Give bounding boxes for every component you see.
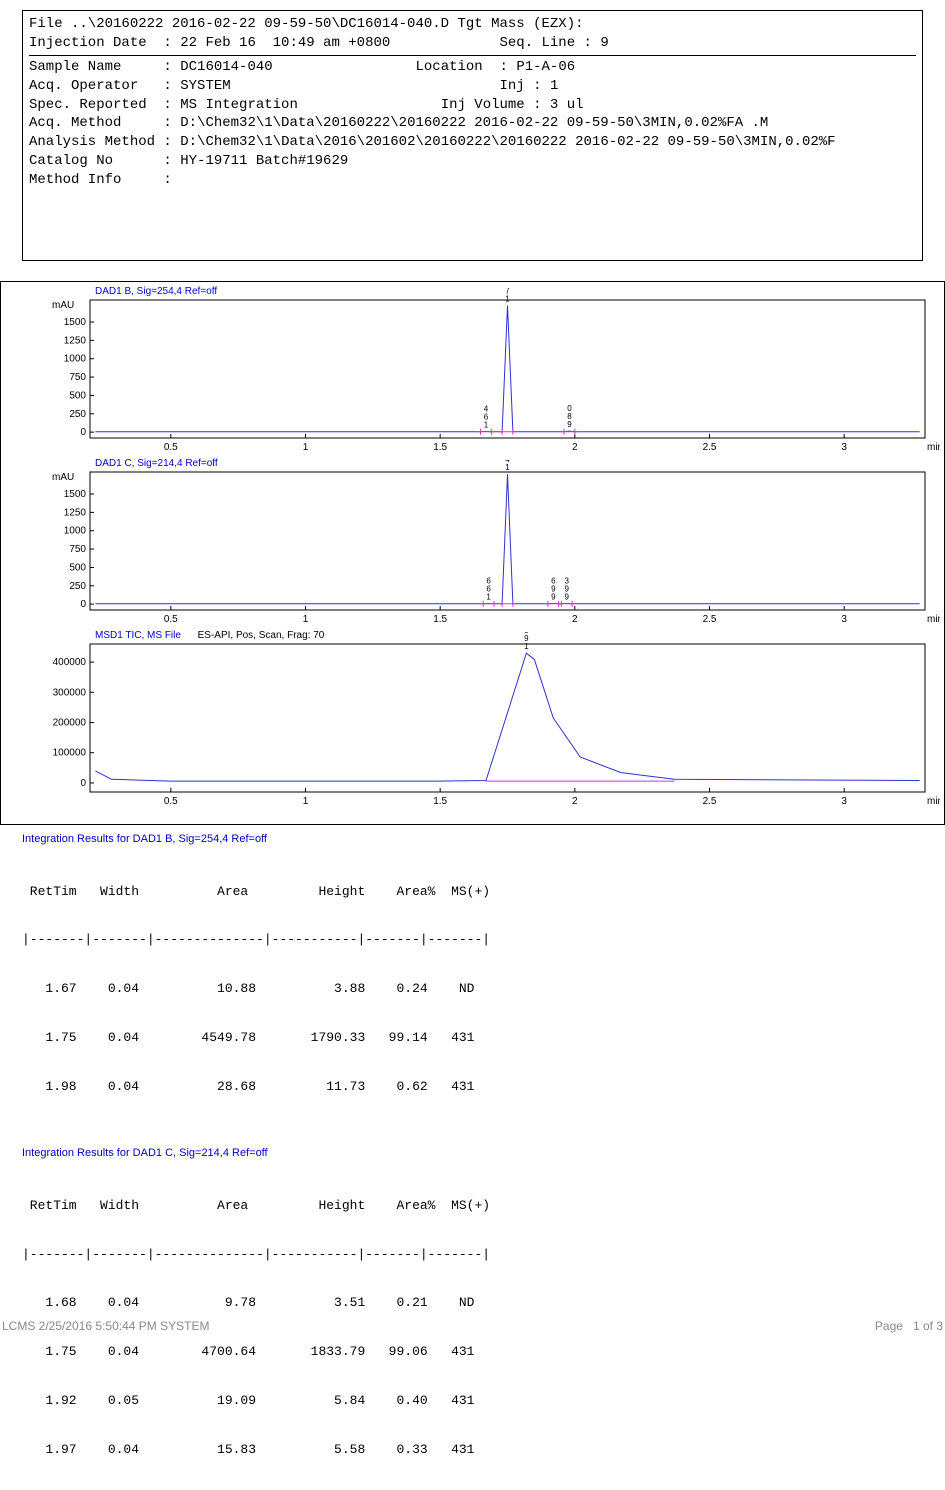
svg-text:1.5: 1.5: [433, 442, 447, 453]
svg-text:400000: 400000: [53, 657, 87, 668]
svg-text:500: 500: [69, 562, 86, 573]
svg-text:0: 0: [80, 778, 86, 789]
chart2-title: DAD1 C, Sig=214,4 Ref=off: [95, 458, 218, 469]
results1-header: RetTim Width Area Height Area% MS(+): [22, 884, 923, 900]
results1-table: RetTim Width Area Height Area% MS(+) |--…: [22, 851, 923, 1127]
report-header: File ..\20160222 2016-02-22 09-59-50\DC1…: [22, 10, 923, 261]
svg-text:mAU: mAU: [52, 300, 74, 311]
integration-results-dad1-b: Integration Results for DAD1 B, Sig=254,…: [22, 833, 923, 1127]
svg-text:1000: 1000: [64, 354, 87, 365]
table-row: 1.75 0.04 4549.78 1790.33 99.14 431: [22, 1030, 923, 1046]
svg-text:2: 2: [572, 614, 578, 625]
svg-text:750: 750: [69, 372, 86, 383]
svg-text:min: min: [927, 796, 940, 807]
svg-text:2.5: 2.5: [703, 614, 717, 625]
results1-title: Integration Results for DAD1 B, Sig=254,…: [22, 833, 923, 845]
svg-text:1: 1: [303, 614, 309, 625]
svg-text:0.5: 0.5: [164, 442, 178, 453]
footer-left: LCMS 2/25/2016 5:50:44 PM SYSTEM: [2, 1319, 209, 1333]
table-row: 1.98 0.04 28.68 11.73 0.62 431: [22, 1079, 923, 1095]
svg-text:1: 1: [303, 796, 309, 807]
svg-text:200000: 200000: [53, 718, 87, 729]
acq-method-line: Acq. Method : D:\Chem32\1\Data\20160222\…: [29, 114, 916, 133]
svg-text:1: 1: [524, 642, 529, 651]
svg-text:250: 250: [69, 409, 86, 420]
method-info-line: Method Info :: [29, 171, 916, 190]
svg-text:1: 1: [484, 420, 489, 429]
svg-text:9: 9: [551, 592, 556, 601]
svg-text:1500: 1500: [64, 317, 87, 328]
svg-text:2: 2: [572, 796, 578, 807]
sample-name-line: Sample Name : DC16014-040 Location : P1-…: [29, 58, 916, 77]
chart3-svg: 0 100000 200000 300000 400000 0.5 1 1.5 2 2.5 3 min…: [5, 632, 940, 820]
file-line: File ..\20160222 2016-02-22 09-59-50\DC1…: [29, 15, 916, 34]
spec-reported-line: Spec. Reported : MS Integration Inj Volu…: [29, 96, 916, 115]
svg-text:2: 2: [572, 442, 578, 453]
svg-text:1.5: 1.5: [433, 614, 447, 625]
svg-text:2.5: 2.5: [703, 796, 717, 807]
svg-text:250: 250: [69, 581, 86, 592]
analysis-method-line: Analysis Method : D:\Chem32\1\Data\2016\…: [29, 133, 916, 152]
chart3-title: MSD1 TIC, MS File ES-API, Pos, Scan, Fra…: [95, 630, 324, 641]
page-footer: LCMS 2/25/2016 5:50:44 PM SYSTEM Page 1 …: [2, 1319, 943, 1333]
chart1-svg: 0 250 500 750 1000 1250 1500 mAU 0.5 1 1.5 2 2.5 3 min…: [5, 288, 940, 460]
svg-text:9: 9: [567, 420, 572, 429]
svg-text:1500: 1500: [64, 489, 87, 500]
svg-text:1000: 1000: [64, 526, 87, 537]
svg-text:min: min: [927, 614, 940, 625]
results2-header: RetTim Width Area Height Area% MS(+): [22, 1198, 923, 1214]
svg-text:1250: 1250: [64, 507, 87, 518]
svg-text:1.5: 1.5: [433, 796, 447, 807]
table-row: 1.97 0.04 15.83 5.58 0.33 431: [22, 1442, 923, 1458]
svg-text:0: 0: [80, 427, 86, 438]
svg-text:300000: 300000: [53, 687, 87, 698]
chart-msd1-tic: MSD1 TIC, MS File ES-API, Pos, Scan, Fra…: [5, 632, 940, 820]
svg-text:100000: 100000: [53, 748, 87, 759]
footer-right: Page 1 of 3: [875, 1319, 943, 1333]
table-row: 1.92 0.05 19.09 5.84 0.40 431: [22, 1393, 923, 1409]
chart2-svg: 0 250 500 750 1000 1250 1500 mAU 0.5 1 1.5 2 2.5 3 min…: [5, 460, 940, 632]
chart-dad1-b: DAD1 B, Sig=254,4 Ref=off 0 250 500 750 1000…: [5, 288, 940, 460]
svg-text:500: 500: [69, 390, 86, 401]
svg-text:2.5: 2.5: [703, 442, 717, 453]
svg-text:9: 9: [565, 592, 570, 601]
results1-sep: |-------|-------|--------------|--------…: [22, 932, 923, 948]
svg-text:3: 3: [841, 614, 847, 625]
svg-text:3: 3: [841, 796, 847, 807]
table-row: 1.68 0.04 9.78 3.51 0.21 ND: [22, 1295, 923, 1311]
chart-dad1-c: DAD1 C, Sig=214,4 Ref=off 0 250 500 750 1000…: [5, 460, 940, 632]
chart1-title: DAD1 B, Sig=254,4 Ref=off: [95, 286, 217, 297]
chromatogram-container: DAD1 B, Sig=254,4 Ref=off 02505007501000…: [0, 281, 945, 825]
acq-operator-line: Acq. Operator : SYSTEM Inj : 1: [29, 77, 916, 96]
table-row: 1.75 0.04 4700.64 1833.79 99.06 431: [22, 1344, 923, 1360]
svg-text:1: 1: [505, 295, 510, 304]
svg-text:mAU: mAU: [52, 472, 74, 483]
svg-text:1: 1: [486, 593, 491, 602]
results2-sep: |-------|-------|--------------|--------…: [22, 1247, 923, 1263]
injection-date-line: Injection Date : 22 Feb 16 10:49 am +080…: [29, 34, 916, 53]
header-separator: [29, 55, 916, 56]
svg-text:1250: 1250: [64, 335, 87, 346]
svg-text:1: 1: [303, 442, 309, 453]
svg-text:1: 1: [505, 463, 510, 472]
svg-text:0.5: 0.5: [164, 796, 178, 807]
svg-text:min: min: [927, 442, 940, 453]
svg-text:3: 3: [841, 442, 847, 453]
table-row: 1.67 0.04 10.88 3.88 0.24 ND: [22, 981, 923, 997]
catalog-no-line: Catalog No : HY-19711 Batch#19629: [29, 152, 916, 171]
svg-text:750: 750: [69, 544, 86, 555]
svg-text:0.5: 0.5: [164, 614, 178, 625]
svg-text:0: 0: [80, 599, 86, 610]
results2-title: Integration Results for DAD1 C, Sig=214,…: [22, 1147, 923, 1159]
